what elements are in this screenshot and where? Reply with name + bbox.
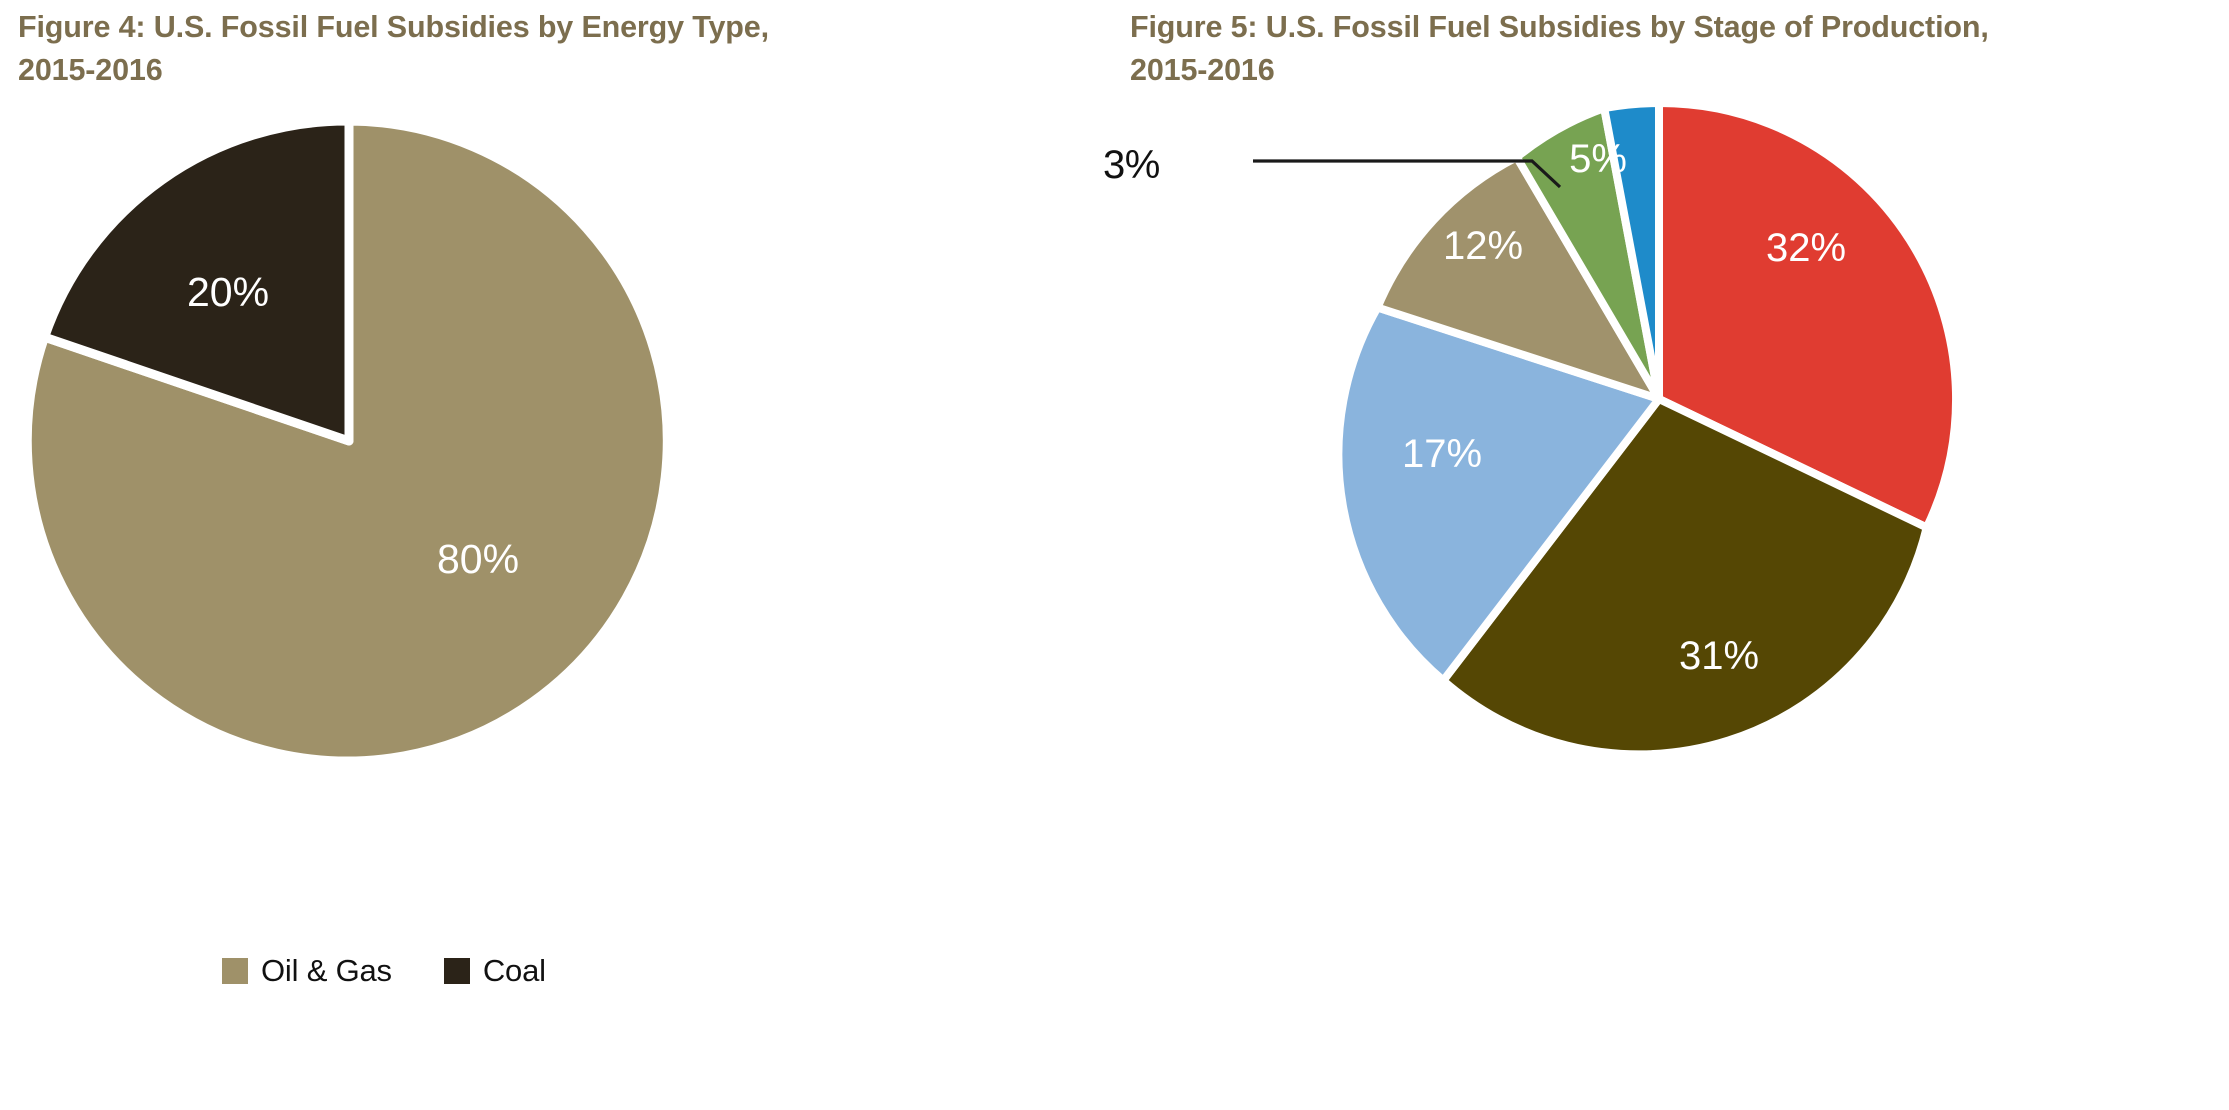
pie-label-extraction: 31% [1679, 634, 1759, 678]
pie-label-oil-and-gas: 80% [437, 536, 519, 582]
pie-slice-coal[interactable] [40, 116, 354, 446]
pie-label-cross-cutting: 32% [1766, 226, 1846, 270]
figure-4-legend: Oil & Gas Coal [222, 955, 922, 986]
pie-slice-extraction[interactable] [1439, 394, 1931, 759]
pie-label-electricity-production-and-distribution: 5% [1569, 137, 1627, 181]
pie-slices-group [1334, 98, 1961, 759]
figure-4-chart-area: 80% 20% [18, 93, 1130, 993]
pie-label-coal: 20% [187, 269, 269, 315]
leader-line-transport-and-processing [1253, 158, 1562, 188]
figure-4-title: Figure 4: U.S. Fossil Fuel Subsidies by … [18, 10, 769, 88]
figure-5-pie-chart: 32% 31% 17% 12% 5% [1253, 98, 1961, 759]
legend-label-oil-and-gas: Oil & Gas [261, 953, 392, 988]
legend-item-oil-and-gas[interactable]: Oil & Gas [222, 955, 392, 986]
figure-4: Figure 4: U.S. Fossil Fuel Subsidies by … [18, 10, 1130, 993]
pie-label-exploration: 12% [1443, 224, 1523, 268]
figure-5-chart-area: 32% 31% 17% 12% 5% 3% [1103, 93, 2229, 993]
legend-item-coal[interactable]: Coal [443, 953, 546, 988]
figure-5-title: Figure 5: U.S. Fossil Fuel Subsidies by … [1130, 10, 1989, 88]
pie-label-remediation: 17% [1402, 432, 1482, 476]
figure-5: Figure 5: U.S. Fossil Fuel Subsidies by … [1103, 0, 2229, 1110]
pie-slice-transport-and-processing[interactable] [1600, 98, 1663, 403]
figure-4-pie-chart: 80% 20% [22, 116, 672, 766]
legend-swatch-icon-oil-and-gas [222, 957, 248, 984]
legend-label-coal: Coal [482, 953, 546, 988]
legend-swatch-icon-coal [443, 957, 470, 984]
pie-label-transport-and-processing: 3% [1103, 142, 1160, 187]
pie-slice-remediation[interactable] [1334, 303, 1663, 685]
pie-slice-cross-cutting[interactable] [1655, 98, 1961, 532]
pie-slice-exploration[interactable] [1373, 152, 1663, 403]
